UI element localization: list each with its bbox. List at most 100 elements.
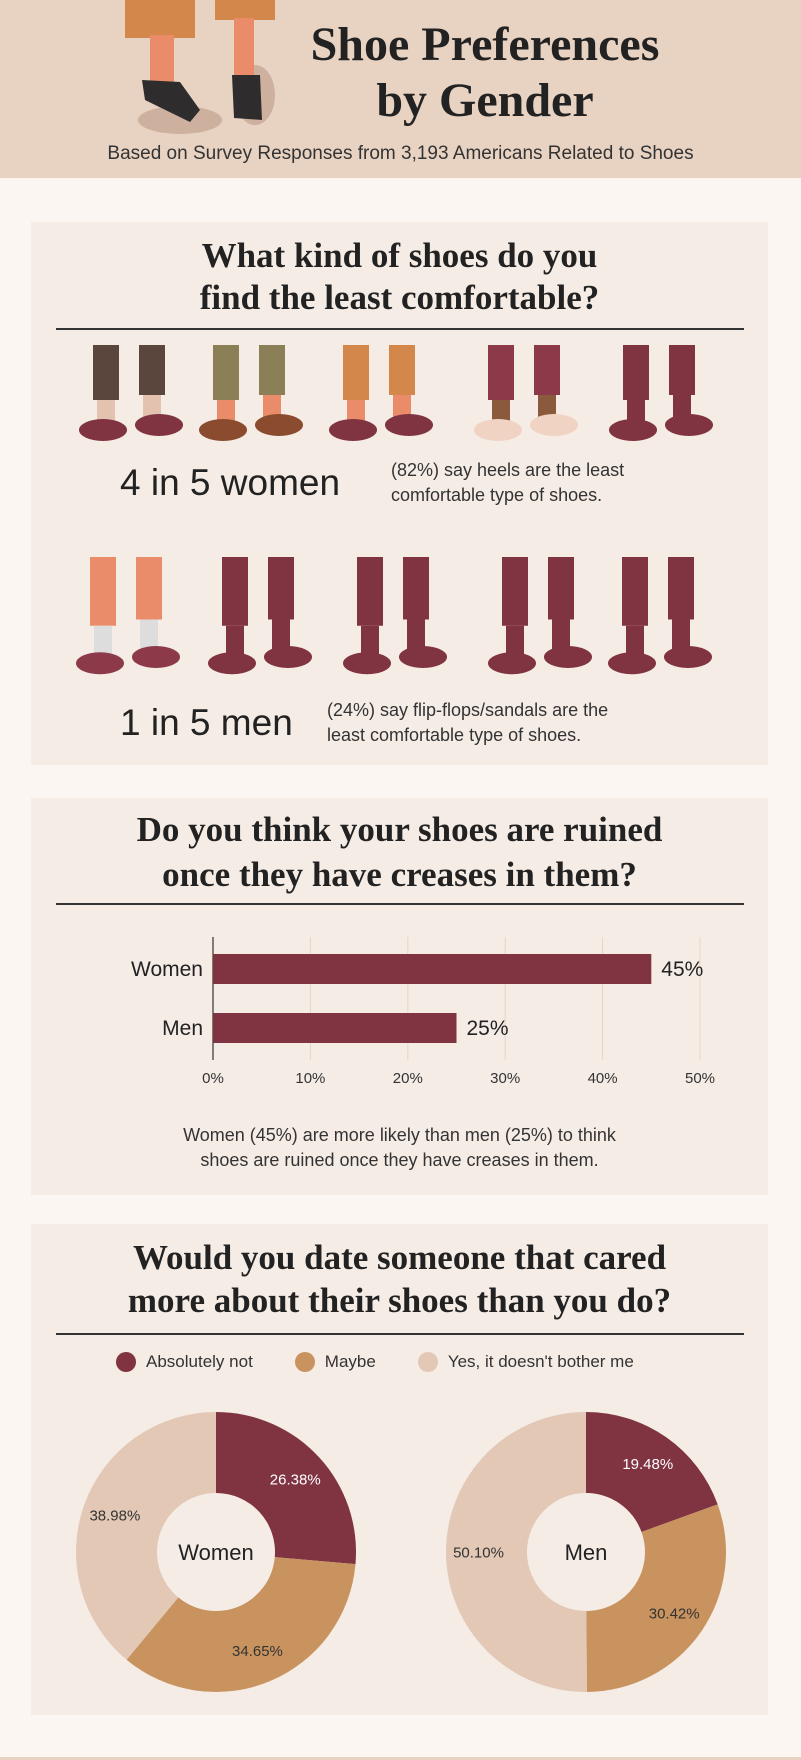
donut-slice-women bbox=[216, 1412, 356, 1565]
leg bbox=[97, 400, 115, 425]
legend-label: Absolutely not bbox=[146, 1352, 253, 1371]
leg bbox=[393, 395, 411, 420]
silhouette-figure bbox=[488, 557, 592, 675]
section2-caption-line2: shoes are ruined once they have creases … bbox=[200, 1150, 599, 1170]
page-subtitle: Based on Survey Responses from 3,193 Ame… bbox=[107, 143, 694, 164]
pant-leg bbox=[343, 345, 369, 400]
donut-slice-women bbox=[75, 1412, 216, 1660]
section1-title-line1: What kind of shoes do you bbox=[201, 236, 598, 275]
men-stat: 1 in 5 men bbox=[120, 702, 293, 743]
silhouette-figure bbox=[608, 557, 712, 675]
pant-leg bbox=[93, 345, 119, 400]
pant-leg bbox=[357, 557, 383, 626]
shoe-icon bbox=[488, 652, 536, 675]
pant-leg bbox=[502, 557, 528, 626]
slice-label: 38.98% bbox=[89, 1508, 140, 1525]
pant-leg bbox=[213, 345, 239, 400]
leg bbox=[226, 625, 244, 657]
shoe-icon bbox=[208, 652, 256, 675]
leg bbox=[140, 619, 158, 651]
section1-divider bbox=[56, 328, 744, 330]
leg bbox=[143, 395, 161, 420]
section-least-comfortable: What kind of shoes do you find the least… bbox=[31, 222, 768, 765]
donut-slice-men bbox=[586, 1412, 718, 1532]
section2-title-line1: Do you think your shoes are ruined bbox=[136, 810, 663, 849]
silhouette-figure bbox=[208, 557, 312, 675]
pant-leg bbox=[90, 557, 116, 626]
pant-leg bbox=[403, 557, 429, 620]
shoe-icon bbox=[665, 414, 713, 436]
men-sneakers-figure bbox=[76, 557, 180, 675]
footer-strip bbox=[0, 1757, 801, 1760]
pant-leg bbox=[488, 345, 514, 400]
leg bbox=[538, 395, 556, 420]
slice-label: 34.65% bbox=[232, 1643, 283, 1660]
legend-label: Maybe bbox=[324, 1352, 376, 1371]
leg bbox=[506, 625, 524, 657]
leg bbox=[94, 625, 112, 657]
leg bbox=[673, 395, 691, 420]
leg bbox=[272, 619, 290, 651]
shoe-icon bbox=[329, 419, 377, 441]
shoe-icon bbox=[76, 652, 124, 675]
shoe-icon bbox=[385, 414, 433, 436]
shoe-icon bbox=[608, 652, 656, 675]
leg bbox=[627, 400, 645, 425]
section1-title-line2: find the least comfortable? bbox=[199, 278, 600, 317]
section3-title-line1: Would you date someone that cared bbox=[132, 1238, 667, 1277]
header: Shoe Preferences by Gender Based on Surv… bbox=[0, 0, 801, 178]
pant-leg bbox=[222, 557, 248, 626]
donut-center-label: Women bbox=[178, 1540, 253, 1565]
pant-leg bbox=[622, 557, 648, 626]
shoe-icon bbox=[530, 414, 578, 436]
category-label: Men bbox=[162, 1017, 203, 1040]
page-title-line2: by Gender bbox=[376, 74, 594, 127]
leg bbox=[407, 619, 425, 651]
slice-label: 30.42% bbox=[649, 1605, 700, 1622]
sandals-figure bbox=[329, 345, 433, 441]
women-stat: 4 in 5 women bbox=[120, 462, 341, 503]
donut-center-label: Men bbox=[565, 1540, 608, 1565]
shoe-icon bbox=[399, 646, 447, 668]
section-dating: Would you date someone that cared more a… bbox=[31, 1224, 768, 1715]
legend-swatch bbox=[294, 1352, 315, 1372]
legend-yes: Yes, it doesn't bother me bbox=[417, 1352, 634, 1372]
shoe-icon bbox=[199, 419, 247, 441]
bar-women bbox=[213, 954, 652, 984]
shoe-icon bbox=[343, 652, 391, 675]
shoe-icon bbox=[264, 646, 312, 668]
leg bbox=[552, 619, 570, 651]
pant-leg bbox=[668, 557, 694, 620]
x-tick-label: 10% bbox=[295, 1070, 325, 1087]
section3-title-line2: more about their shoes than you do? bbox=[127, 1281, 672, 1320]
legend-swatch bbox=[417, 1352, 438, 1372]
pant-leg bbox=[623, 345, 649, 400]
page-title-line1: Shoe Preferences bbox=[310, 18, 660, 71]
sneakers-figure bbox=[79, 345, 183, 441]
data-label: 45% bbox=[661, 958, 703, 981]
shoe-icon bbox=[135, 414, 183, 436]
pant-leg bbox=[534, 345, 560, 395]
legend-swatch bbox=[116, 1352, 136, 1372]
pant-leg bbox=[389, 345, 415, 395]
section2-title-line2: once they have creases in them? bbox=[162, 855, 637, 894]
slice-label: 19.48% bbox=[622, 1456, 673, 1473]
section3-divider bbox=[56, 1333, 744, 1335]
slice-label: 50.10% bbox=[453, 1544, 504, 1561]
men-desc-line2: least comfortable type of shoes. bbox=[327, 725, 582, 745]
pant-leg bbox=[669, 345, 695, 395]
men-shoes-illustrations bbox=[76, 557, 712, 675]
sandal-feet-illustration bbox=[125, 0, 275, 134]
section2-caption-line1: Women (45%) are more likely than men (25… bbox=[183, 1125, 616, 1145]
legend-maybe: Maybe bbox=[294, 1352, 376, 1372]
dating-donut-charts: 26.38% 34.65% 38.98% Women 19.48% 30.42% 50.10… bbox=[75, 1412, 726, 1692]
pant-leg bbox=[548, 557, 574, 620]
x-tick-label: 50% bbox=[685, 1070, 715, 1087]
shoe-icon bbox=[609, 419, 657, 441]
slice-label: 26.38% bbox=[270, 1471, 321, 1488]
pant-leg bbox=[139, 345, 165, 395]
leg bbox=[492, 400, 510, 425]
x-tick-label: 30% bbox=[490, 1070, 520, 1087]
x-tick-label: 40% bbox=[588, 1070, 618, 1087]
leg bbox=[361, 625, 379, 657]
